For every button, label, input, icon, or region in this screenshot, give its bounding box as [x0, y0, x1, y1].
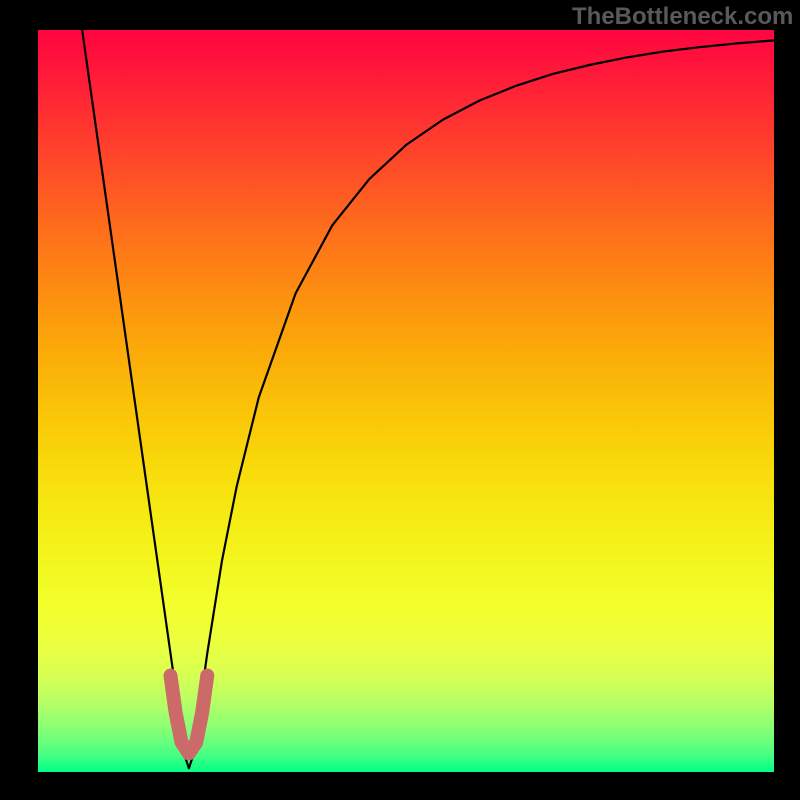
- watermark-text: TheBottleneck.com: [572, 3, 793, 31]
- bottleneck-chart: [0, 0, 800, 800]
- plot-background: [38, 30, 774, 772]
